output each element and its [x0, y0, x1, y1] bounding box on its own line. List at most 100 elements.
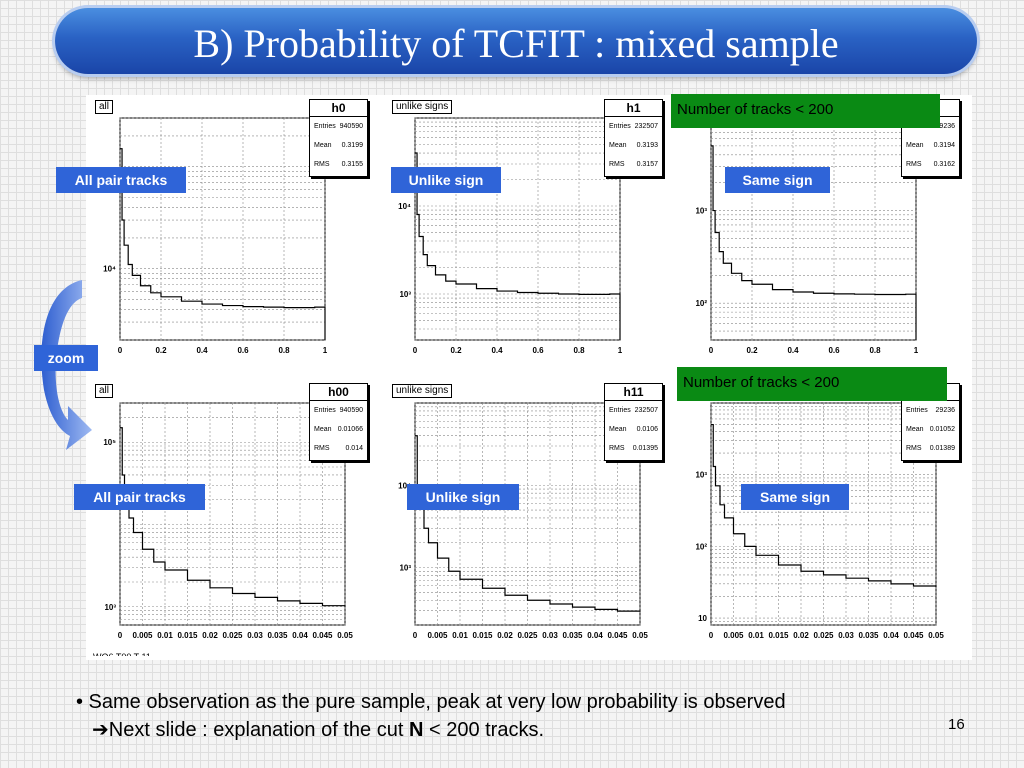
x-tick-label: 0.04 [587, 631, 603, 640]
stat-label: Entries [609, 407, 631, 414]
bullet-line-2-text: Next slide : explanation of the cut [108, 719, 409, 741]
x-tick-label: 1 [618, 346, 623, 355]
x-tick-label: 0.045 [903, 631, 924, 640]
hist-name: h00 [310, 384, 367, 401]
stat-label: RMS [906, 161, 922, 168]
tag-all-top: all [95, 100, 114, 114]
x-tick-label: 0.05 [337, 631, 353, 640]
x-tick-label: 0 [413, 631, 418, 640]
label-unlike-bottom: Unlike sign [407, 484, 519, 510]
y-tick-label: 10⁴ [398, 481, 411, 490]
stat-label: Mean [906, 426, 924, 433]
x-tick-label: 0.6 [532, 346, 544, 355]
y-tick-label: 10³ [399, 564, 411, 573]
title-bar: B) Probability of TCFIT : mixed sample [55, 8, 977, 74]
stat-label: RMS [314, 445, 330, 452]
x-tick-label: 0.015 [472, 631, 493, 640]
n-tracks-label-top: Number of tracks < 200 [671, 94, 940, 128]
x-tick-label: 0 [709, 346, 714, 355]
x-tick-label: 0.2 [450, 346, 462, 355]
histogram-line [120, 148, 326, 340]
stat-rms: 0.014 [345, 445, 363, 452]
x-tick-label: 0.6 [828, 346, 840, 355]
x-tick-label: 0.01 [748, 631, 764, 640]
histogram-h1: 0 0.2 0.4 0.6 0.8 1 10³ 10⁴ [398, 117, 623, 355]
statbox-h1: h1 Entries 232507 Mean 0.3193 RMS 0.3157 [604, 99, 663, 177]
hist-name: h1 [605, 100, 662, 117]
x-tick-label: 0.8 [869, 346, 881, 355]
stat-label: RMS [314, 161, 330, 168]
curved-arrow-icon [41, 280, 92, 450]
plot-frame [710, 117, 917, 341]
histogram-line [415, 152, 621, 340]
slide-title: B) Probability of TCFIT : mixed sample [193, 21, 839, 66]
stat-label: Mean [906, 142, 924, 149]
hist-name: h11 [605, 384, 662, 401]
x-tick-label: 0.8 [573, 346, 585, 355]
histogram-h0: 0 0.2 0.4 0.6 0.8 1 10⁴ [103, 117, 328, 355]
x-tick-label: 0.02 [793, 631, 809, 640]
y-tick-label: 10⁴ [398, 202, 411, 211]
histogram-line [711, 145, 917, 340]
y-tick-label: 10³ [695, 207, 707, 216]
stat-label: Entries [906, 407, 928, 414]
stat-label: Mean [314, 426, 332, 433]
plot-frame [119, 117, 326, 341]
x-tick-label: 0.025 [517, 631, 538, 640]
bullet-line-2-bold: N [408, 719, 424, 741]
x-tick-label: 0.03 [247, 631, 263, 640]
x-tick-label: 0 [118, 631, 123, 640]
x-tick-label: 0.4 [196, 346, 208, 355]
x-tick-label: 0.05 [632, 631, 648, 640]
stat-label: RMS [609, 161, 625, 168]
stat-entries: 232507 [634, 407, 658, 414]
x-tick-label: 0.035 [858, 631, 879, 640]
statbox-h11: h11 Entries 232507 Mean 0.0106 RMS 0.01395 [604, 383, 663, 461]
histogram-h2: 0 0.2 0.4 0.6 0.8 1 10² 10³ [695, 117, 919, 355]
x-tick-label: 0.005 [723, 631, 744, 640]
x-tick-label: 0.015 [177, 631, 198, 640]
label-unlike-top: Unlike sign [391, 167, 501, 193]
x-tick-label: 1 [323, 346, 328, 355]
x-tick-label: 0.02 [202, 631, 218, 640]
footer-fragment: WO6 T00 T 11 [93, 650, 151, 656]
page-number: 16 [948, 716, 965, 733]
x-tick-label: 0.005 [427, 631, 448, 640]
histogram-h22: 0 0.005 0.01 0.015 0.02 0.025 0.03 0.035 0.04 0.0… [695, 402, 944, 640]
n-tracks-label-bottom: Number of tracks < 200 [677, 367, 947, 401]
y-tick-label: 10⁴ [103, 265, 116, 274]
stat-mean: 0.01066 [337, 426, 363, 433]
stat-label: Mean [314, 142, 332, 149]
stat-label: Entries [609, 123, 631, 130]
tag-all-bottom: all [95, 384, 114, 398]
statbox-h0: h0 Entries 940590 Mean 0.3199 RMS 0.3155 [309, 99, 368, 177]
x-tick-label: 0.05 [928, 631, 944, 640]
x-tick-label: 0.025 [222, 631, 243, 640]
x-tick-label: 0 [413, 346, 418, 355]
stat-mean: 0.3199 [341, 142, 363, 149]
y-tick-label: 10³ [104, 603, 116, 612]
plot-frame [414, 117, 621, 341]
label-all-pair-bottom: All pair tracks [74, 484, 205, 510]
stat-label: Entries [314, 407, 336, 414]
x-tick-label: 1 [914, 346, 919, 355]
x-tick-label: 0.6 [237, 346, 249, 355]
zoom-label: zoom [34, 345, 98, 371]
label-all-pair-top: All pair tracks [56, 167, 186, 193]
y-tick-label: 10 [698, 614, 707, 623]
stat-entries: 940590 [339, 407, 363, 414]
label-same-top: Same sign [725, 167, 830, 193]
stat-entries: 29236 [935, 123, 955, 130]
y-tick-label: 10³ [695, 471, 707, 480]
x-tick-label: 0.4 [491, 346, 503, 355]
x-tick-label: 0.015 [768, 631, 789, 640]
x-tick-label: 0.2 [155, 346, 167, 355]
x-tick-label: 0.035 [267, 631, 288, 640]
stat-rms: 0.3157 [636, 161, 658, 168]
x-tick-label: 0.8 [278, 346, 290, 355]
stat-mean: 0.0106 [636, 426, 658, 433]
arrow-icon: ➔ [92, 719, 109, 741]
x-tick-label: 0.01 [157, 631, 173, 640]
stat-entries: 232507 [634, 123, 658, 130]
x-tick-label: 0.045 [312, 631, 333, 640]
